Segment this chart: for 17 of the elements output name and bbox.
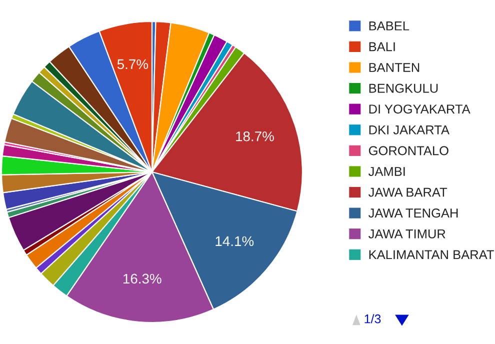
legend-label: JAWA BARAT	[368, 188, 448, 197]
legend-label: DKI JAKARTA	[369, 125, 450, 134]
legend-label: GORONTALO	[368, 146, 448, 156]
legend-label: BANTEN	[369, 63, 420, 72]
text: 1/3	[364, 314, 381, 324]
legend-label: JAMBI	[368, 167, 405, 176]
legend-label: DI YOGYAKARTA	[369, 104, 470, 114]
legend-label: KALIMANTAN BARAT	[369, 250, 494, 260]
legend-label: BALI	[369, 42, 395, 52]
data-label: 16.3%	[123, 274, 162, 284]
legend-label: BENGKULU	[369, 84, 438, 93]
legend-label: JAWA TIMUR	[368, 229, 446, 238]
legend-label: BABEL	[369, 22, 410, 30]
legend-label: JAWA TENGAH	[368, 208, 458, 218]
data-label: 18.7%	[236, 131, 274, 142]
data-label: 5.7%	[117, 59, 148, 70]
data-label: 14.1%	[216, 236, 254, 246]
